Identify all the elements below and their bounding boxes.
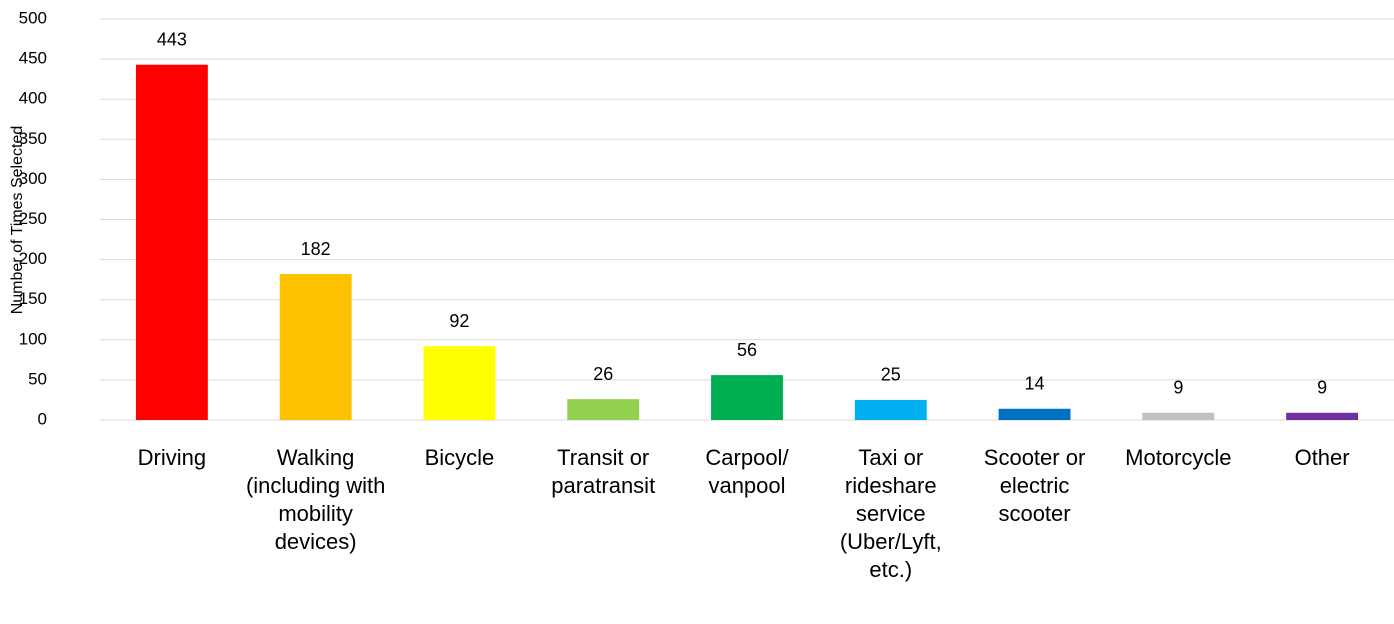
value-label: 182: [301, 239, 331, 259]
value-label: 26: [593, 364, 613, 384]
bar: [279, 274, 352, 420]
x-tick-label: Taxi or rideshare service (Uber/Lyft, et…: [839, 445, 942, 582]
y-tick-label: 400: [19, 89, 47, 108]
y-axis-label: Number of Times Selected: [9, 126, 26, 315]
y-tick-label: 300: [19, 169, 47, 188]
bar: [567, 399, 640, 420]
y-tick-label: 350: [19, 129, 47, 148]
value-label: 92: [449, 311, 469, 331]
bar: [1142, 412, 1215, 420]
value-label: 9: [1317, 378, 1327, 398]
y-tick-label: 100: [19, 329, 47, 348]
x-tick-label: Transit or paratransit: [551, 445, 656, 498]
y-tick-label: 250: [19, 209, 47, 228]
value-label: 56: [737, 340, 757, 360]
value-label: 443: [157, 29, 187, 49]
x-tick-label: Carpool/ vanpool: [705, 445, 789, 498]
y-tick-label: 500: [19, 8, 47, 27]
y-tick-label: 200: [19, 249, 47, 268]
y-tick-label: 450: [19, 49, 47, 68]
bar: [423, 346, 496, 420]
x-tick-label-box: Walking (including with mobility devices…: [245, 445, 386, 554]
x-tick-label: Walking (including with mobility devices…: [245, 445, 386, 554]
x-tick-label-box: Motorcycle: [1125, 445, 1232, 470]
x-tick-label: Other: [1294, 445, 1350, 470]
x-tick-label: Driving: [137, 445, 207, 470]
x-tick-label-box: Carpool/ vanpool: [705, 445, 789, 498]
x-tick-label-box: Taxi or rideshare service (Uber/Lyft, et…: [839, 445, 942, 582]
bar: [135, 64, 208, 421]
x-tick-label-box: Transit or paratransit: [551, 445, 656, 498]
y-tick-label: 0: [38, 409, 47, 428]
value-label: 14: [1025, 374, 1045, 394]
x-tick-label: Bicycle: [424, 445, 495, 470]
x-tick-label: Scooter or electric scooter: [983, 445, 1086, 526]
value-label: 25: [881, 365, 901, 385]
x-tick-label-box: Driving: [137, 445, 207, 470]
bar: [998, 408, 1071, 420]
bar: [711, 375, 783, 420]
y-tick-label: 150: [19, 289, 47, 308]
x-tick-label-box: Other: [1294, 445, 1350, 470]
value-label: 9: [1173, 378, 1183, 398]
x-tick-label-box: Bicycle: [424, 445, 495, 470]
x-tick-label: Motorcycle: [1125, 445, 1232, 470]
bar: [1286, 412, 1359, 420]
y-tick-label: 50: [28, 369, 47, 388]
bar: [854, 399, 927, 420]
x-tick-label-box: Scooter or electric scooter: [983, 445, 1086, 526]
